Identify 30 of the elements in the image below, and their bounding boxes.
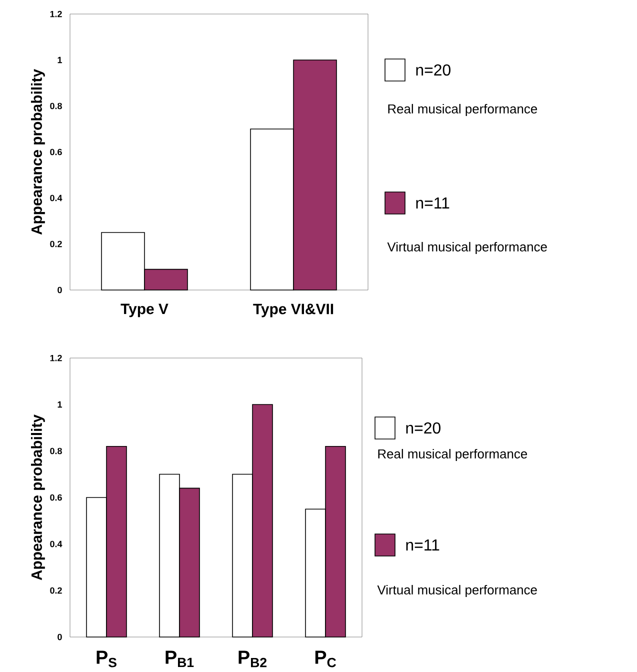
- y-tick-label: 0.8: [50, 102, 62, 110]
- x-tick-label: P$_{B2}$: [238, 650, 267, 668]
- y-tick-label: 0.6: [50, 494, 62, 501]
- x-tick-label: Type V: [120, 304, 168, 318]
- legend-label: n=11: [416, 198, 450, 208]
- text: Virtual musical performance: [377, 584, 537, 598]
- legend-label: n=20: [406, 422, 440, 434]
- y-axis-title: Appearance probability: [30, 69, 45, 235]
- text: Real musical performance: [378, 448, 528, 462]
- y-tick-label: 0.8: [50, 448, 62, 454]
- y-tick-label: 0.2: [50, 240, 62, 248]
- text: Virtual musical performance: [387, 242, 547, 254]
- y-tick-label: 1.2: [50, 10, 62, 18]
- y-tick-label: 0.2: [50, 587, 62, 594]
- x-tick-label: Type VI&VII: [253, 304, 334, 318]
- y-tick-label: 1.2: [50, 354, 62, 362]
- y-axis-title: Appearance probability: [30, 414, 45, 580]
- y-tick-label: 0: [58, 286, 62, 294]
- x-tick-label: P$_{C}$: [315, 650, 336, 668]
- y-tick-label: 0.4: [50, 194, 62, 202]
- y-tick-label: 0: [58, 634, 62, 640]
- x-tick-label: P$_{S}$: [96, 650, 116, 668]
- y-tick-label: 1: [58, 56, 62, 64]
- y-tick-label: 0.6: [50, 148, 62, 156]
- legend-label: n=20: [416, 64, 450, 76]
- text: Real musical performance: [388, 104, 538, 116]
- y-tick-label: 1: [58, 401, 62, 408]
- legend-label: n=11: [406, 540, 440, 550]
- x-tick-label: P$_{B1}$: [166, 650, 194, 667]
- y-tick-label: 0.4: [50, 540, 62, 548]
